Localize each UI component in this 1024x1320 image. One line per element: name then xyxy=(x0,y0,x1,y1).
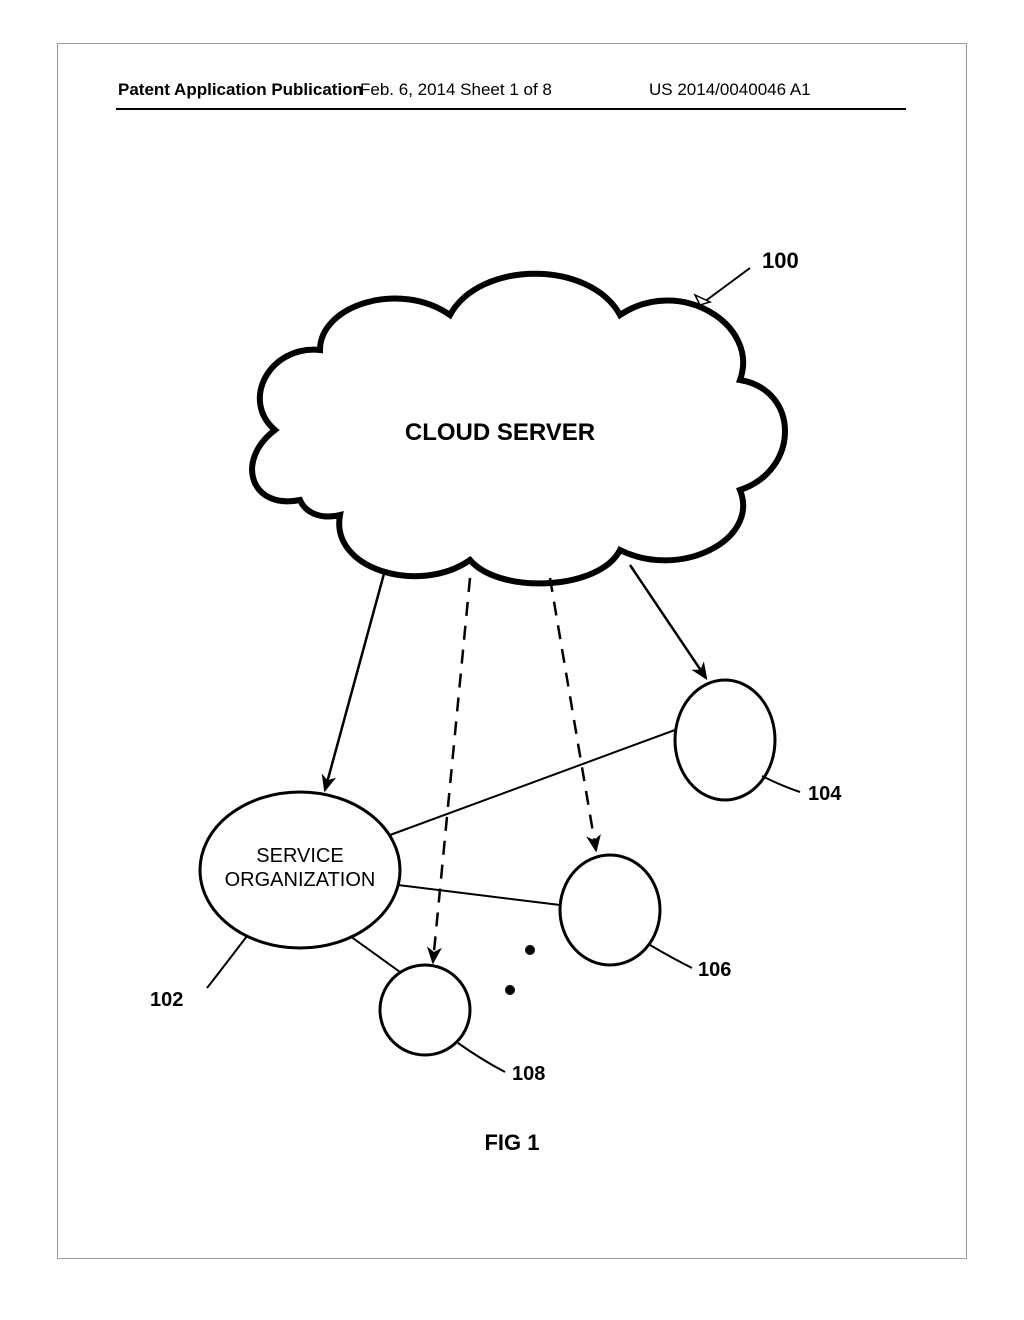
header-publication-type: Patent Application Publication xyxy=(118,80,363,100)
node-104 xyxy=(675,680,775,800)
ref-label-108: 108 xyxy=(512,1063,545,1085)
ref-label-102: 102 xyxy=(150,989,183,1011)
ref-108: 108 xyxy=(458,1043,545,1085)
ref-label-100: 100 xyxy=(762,248,799,273)
ref-label-104: 104 xyxy=(808,783,842,805)
cloud-server-label: CLOUD SERVER xyxy=(405,419,595,446)
ref-102: 102 xyxy=(150,936,247,1011)
service-org-label-1: SERVICE xyxy=(256,845,343,867)
node-106 xyxy=(560,855,660,965)
figure-caption: FIG 1 xyxy=(0,1130,1024,1156)
network-diagram: CLOUD SERVER 100 SERVICE ORGANIZATION 10… xyxy=(0,150,1024,1150)
edge-serviceorg-108 xyxy=(350,936,400,972)
ref-label-106: 106 xyxy=(698,959,731,981)
edge-serviceorg-106 xyxy=(398,885,560,905)
ref-106: 106 xyxy=(650,945,731,981)
edge-cloud-104 xyxy=(630,565,706,678)
header-patent-number: US 2014/0040046 A1 xyxy=(649,80,811,100)
page: Patent Application Publication Feb. 6, 2… xyxy=(0,0,1024,1320)
service-organization-node: SERVICE ORGANIZATION xyxy=(200,792,400,948)
edge-cloud-106 xyxy=(550,578,596,850)
header-date-sheet: Feb. 6, 2014 Sheet 1 of 8 xyxy=(360,80,552,100)
ref-104: 104 xyxy=(762,776,842,805)
page-header: Patent Application Publication Feb. 6, 2… xyxy=(0,80,1024,110)
ref-100: 100 xyxy=(695,248,799,305)
edge-cloud-serviceorg xyxy=(325,570,385,790)
edge-cloud-108 xyxy=(433,578,470,962)
edge-serviceorg-104 xyxy=(390,730,675,835)
continuation-dot xyxy=(525,945,535,955)
node-108 xyxy=(380,965,470,1055)
cloud-server-node: CLOUD SERVER xyxy=(252,274,785,584)
header-rule xyxy=(116,108,906,110)
service-org-label-2: ORGANIZATION xyxy=(225,869,376,891)
continuation-dot xyxy=(505,985,515,995)
